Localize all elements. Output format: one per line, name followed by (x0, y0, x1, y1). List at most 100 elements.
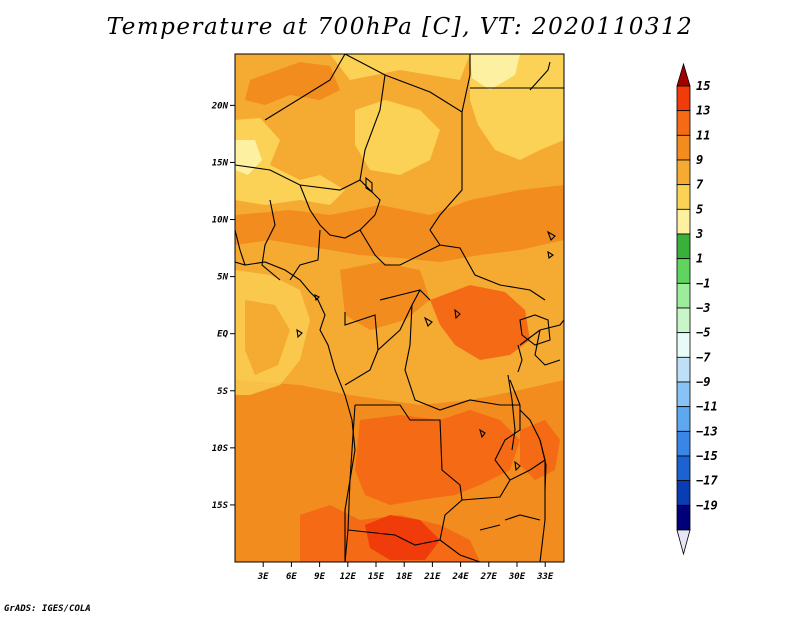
colorbar-label: 3 (695, 227, 703, 241)
mid-zone-north (245, 62, 340, 105)
colorbar-segment (676, 307, 691, 334)
cool-zone-north (235, 54, 470, 80)
border-line (504, 514, 541, 521)
border-line (344, 54, 471, 113)
border-line (439, 499, 481, 562)
longitude-axis: 3E 6E 9E 12E 15E 18E 21E 24E 27E 30E 33E (257, 562, 554, 582)
colorbar-label: −11 (696, 400, 718, 414)
lat-tick-label: 15N (212, 158, 229, 168)
very-cool-patch (470, 54, 520, 90)
colorbar-label: 1 (696, 252, 703, 266)
colorbar-segment (676, 85, 691, 112)
border-line (519, 329, 541, 346)
border-line (344, 312, 379, 386)
colorbar-segment (676, 455, 691, 482)
colorbar-segment (676, 504, 691, 531)
colorbar-segment (676, 208, 691, 235)
cool-zone-west (235, 118, 345, 205)
lat-tick-label: 15S (212, 501, 229, 511)
border-line (344, 404, 356, 562)
lat-tick-label: 5S (217, 387, 228, 397)
border-line (359, 229, 441, 266)
colorbar-label: −5 (696, 326, 710, 340)
nile-lakes (517, 344, 523, 373)
map-frame (234, 53, 565, 563)
colorbar-label: −7 (696, 350, 711, 364)
ocean-mid-zone (245, 300, 290, 375)
lat-tick-label: 10N (212, 216, 229, 226)
colorbar-segment (676, 430, 691, 457)
small-lake (296, 328, 303, 339)
lat-tick-label: 10S (212, 444, 229, 454)
small-lake (546, 230, 556, 241)
lon-tick-label: 27E (480, 572, 498, 582)
coastline (235, 261, 246, 266)
lon-tick-label: 18E (396, 572, 413, 582)
lat-tick-label: 20N (211, 101, 229, 111)
coastline (235, 229, 356, 562)
border-line (534, 329, 561, 366)
colorbar-segment (676, 480, 691, 506)
warm-zone-east-south (520, 420, 560, 480)
lat-tick-label: EQ (217, 330, 228, 340)
latitude-axis: 20N 15N 10N 5N EQ 5S 10S 15S (211, 101, 235, 511)
colorbar-top-arrow (676, 62, 691, 87)
border-line (404, 304, 520, 411)
small-lake (479, 428, 486, 439)
lon-tick-label: 33E (536, 572, 554, 582)
colorbar-segment (676, 258, 691, 284)
colorbar-segment (676, 134, 691, 161)
lake-chad (365, 176, 373, 194)
lake-bangweulu (514, 460, 521, 472)
warm-zone-congo-south (355, 410, 520, 505)
red-sea-coast (529, 61, 551, 91)
colorbar-segment (676, 233, 691, 260)
lon-tick-label: 30E (508, 572, 526, 582)
colorbar-label: 5 (696, 202, 703, 216)
colorbar-label: −1 (696, 276, 710, 290)
colorbar-label: −15 (696, 449, 718, 463)
colorbar-label: −17 (696, 474, 718, 488)
small-lake (423, 316, 433, 327)
chart-title: Temperature at 700hPa [C], VT: 202011031… (106, 14, 694, 40)
border-line (261, 199, 281, 281)
border-line (355, 404, 463, 501)
warm-zone-east-africa (430, 285, 530, 360)
lon-tick-label: 15E (368, 572, 385, 582)
border-line (479, 524, 501, 531)
colorbar-segment (676, 184, 691, 210)
colorbar-segment (676, 356, 691, 383)
border-line (377, 289, 421, 351)
colorbar-legend: 15 13 11 9 7 5 3 1 −1 −3 −5 −7 −9 −11 −13 −15 −17 −19 (676, 62, 718, 556)
mid-zone-central (340, 262, 430, 330)
lon-tick-label: 24E (451, 572, 469, 582)
lake-malawi (539, 439, 547, 491)
colorbar-label: 15 (696, 79, 710, 93)
border-line (539, 319, 564, 331)
colorbar-label: 13 (696, 104, 710, 118)
colorbar-label: −19 (696, 498, 718, 512)
hot-zone-kalahari (365, 515, 440, 560)
border-line (494, 405, 521, 481)
small-lake (454, 308, 461, 320)
lake-victoria (519, 314, 551, 346)
colorbar-label: −9 (696, 375, 710, 389)
small-lake (547, 250, 554, 259)
colorbar-segment (676, 282, 691, 309)
border-line (289, 229, 321, 281)
small-lake (314, 294, 320, 302)
colorbar-segment (676, 159, 691, 186)
lon-tick-label: 9E (314, 572, 325, 582)
country-borders (235, 54, 564, 562)
border-line (264, 54, 346, 121)
border-line (429, 112, 546, 301)
colorbar-label: −3 (696, 301, 710, 315)
colorbar-segment (676, 406, 691, 432)
temperature-field (235, 54, 564, 562)
colorbar-segment (676, 110, 691, 136)
lon-tick-label: 6E (286, 572, 297, 582)
border-line (379, 289, 431, 301)
border-line (359, 74, 386, 216)
colorbar-label: −13 (696, 424, 718, 438)
colorbar-segment (676, 332, 691, 358)
